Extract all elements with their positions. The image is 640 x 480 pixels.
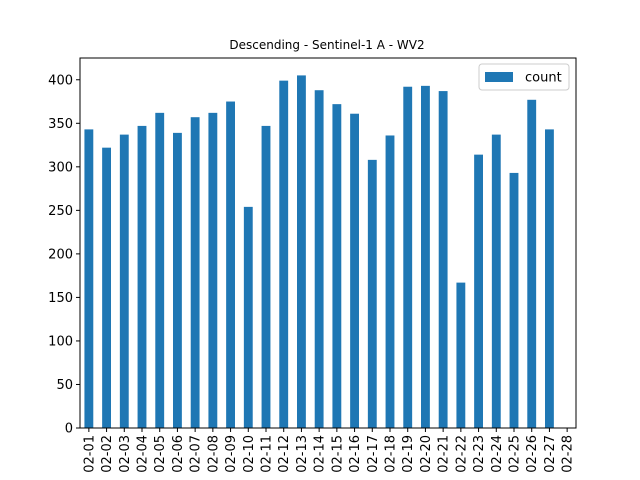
bar-02-13: [297, 75, 306, 428]
legend: count: [478, 63, 570, 91]
bar-02-11: [261, 125, 271, 428]
legend-box: [478, 63, 570, 91]
bar-02-21: [438, 91, 448, 428]
bar-02-16: [350, 113, 359, 428]
plot-frame: [79, 57, 577, 429]
y-tick-label: 150: [48, 291, 73, 306]
y-tick-label: 0: [65, 422, 73, 437]
bar-02-05: [155, 112, 165, 428]
bar-02-12: [279, 80, 289, 428]
x-tick-label: 02-19: [401, 435, 416, 473]
legend-swatch: [485, 72, 513, 82]
bar-02-24: [491, 134, 501, 429]
x-tick-label: 02-24: [490, 435, 505, 473]
y-tick-label: 200: [48, 247, 73, 262]
x-tick-label: 02-13: [295, 435, 310, 473]
x-tick-label: 02-02: [100, 435, 115, 473]
bar-02-22: [456, 282, 466, 428]
x-tick-label: 02-09: [224, 435, 239, 473]
x-tick-label: 02-10: [242, 435, 257, 473]
bar-02-15: [332, 104, 342, 428]
y-tick-label: 50: [56, 378, 73, 393]
bar-02-27: [545, 129, 554, 428]
bar-02-19: [403, 86, 413, 428]
bar-02-14: [314, 90, 324, 429]
x-tick-label: 02-28: [561, 435, 576, 473]
bars-group: [84, 75, 554, 429]
bar-02-04: [137, 125, 147, 428]
x-tick-label: 02-21: [437, 435, 452, 473]
x-tick-label: 02-08: [206, 435, 221, 473]
x-tick-label: 02-16: [348, 435, 363, 473]
bar-02-25: [509, 172, 519, 428]
x-tick-label: 02-04: [136, 435, 151, 473]
bar-02-02: [102, 147, 111, 429]
bar-02-09: [226, 101, 235, 428]
legend-label: count: [525, 71, 562, 86]
y-tick-label: 400: [48, 73, 73, 88]
chart-title: Descending - Sentinel-1 A - WV2: [229, 38, 424, 52]
x-tick-label: 02-03: [118, 435, 133, 473]
bar-02-01: [84, 129, 94, 428]
x-tick-label: 02-26: [525, 435, 540, 473]
x-tick-label: 02-27: [543, 435, 558, 473]
x-tick-label: 02-06: [171, 435, 186, 473]
x-tick-label: 02-05: [153, 435, 168, 473]
y-tick-label: 250: [48, 204, 73, 219]
bar-02-08: [208, 112, 218, 428]
bar-02-26: [527, 99, 537, 428]
bar-02-03: [119, 134, 129, 429]
bar-02-07: [190, 117, 200, 428]
y-tick-label: 300: [48, 160, 73, 175]
x-tick-label: 02-14: [313, 435, 328, 473]
x-tick-label: 02-20: [419, 435, 434, 473]
bar-02-18: [385, 135, 395, 429]
x-tick-label: 02-07: [189, 435, 204, 473]
x-tick-label: 02-25: [508, 435, 523, 473]
bar-02-17: [367, 159, 377, 429]
bar-02-10: [243, 206, 253, 428]
x-tick-label: 02-15: [330, 435, 345, 473]
x-tick-label: 02-22: [454, 435, 469, 473]
bar-02-23: [474, 154, 483, 428]
bar-02-06: [173, 132, 182, 428]
x-tick-label: 02-11: [260, 435, 275, 473]
x-tick-label: 02-12: [277, 435, 292, 473]
x-tick-label: 02-01: [82, 435, 97, 473]
x-tick-label: 02-18: [384, 435, 399, 473]
y-tick-label: 100: [48, 334, 73, 349]
y-tick-label: 350: [48, 117, 73, 132]
x-tick-label: 02-17: [366, 435, 381, 473]
bar-02-20: [421, 85, 430, 429]
x-tick-label: 02-23: [472, 435, 487, 473]
